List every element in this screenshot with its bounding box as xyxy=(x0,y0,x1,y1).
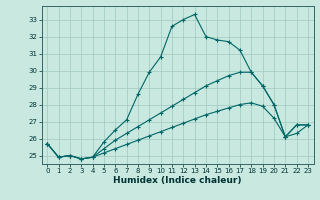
X-axis label: Humidex (Indice chaleur): Humidex (Indice chaleur) xyxy=(113,176,242,185)
